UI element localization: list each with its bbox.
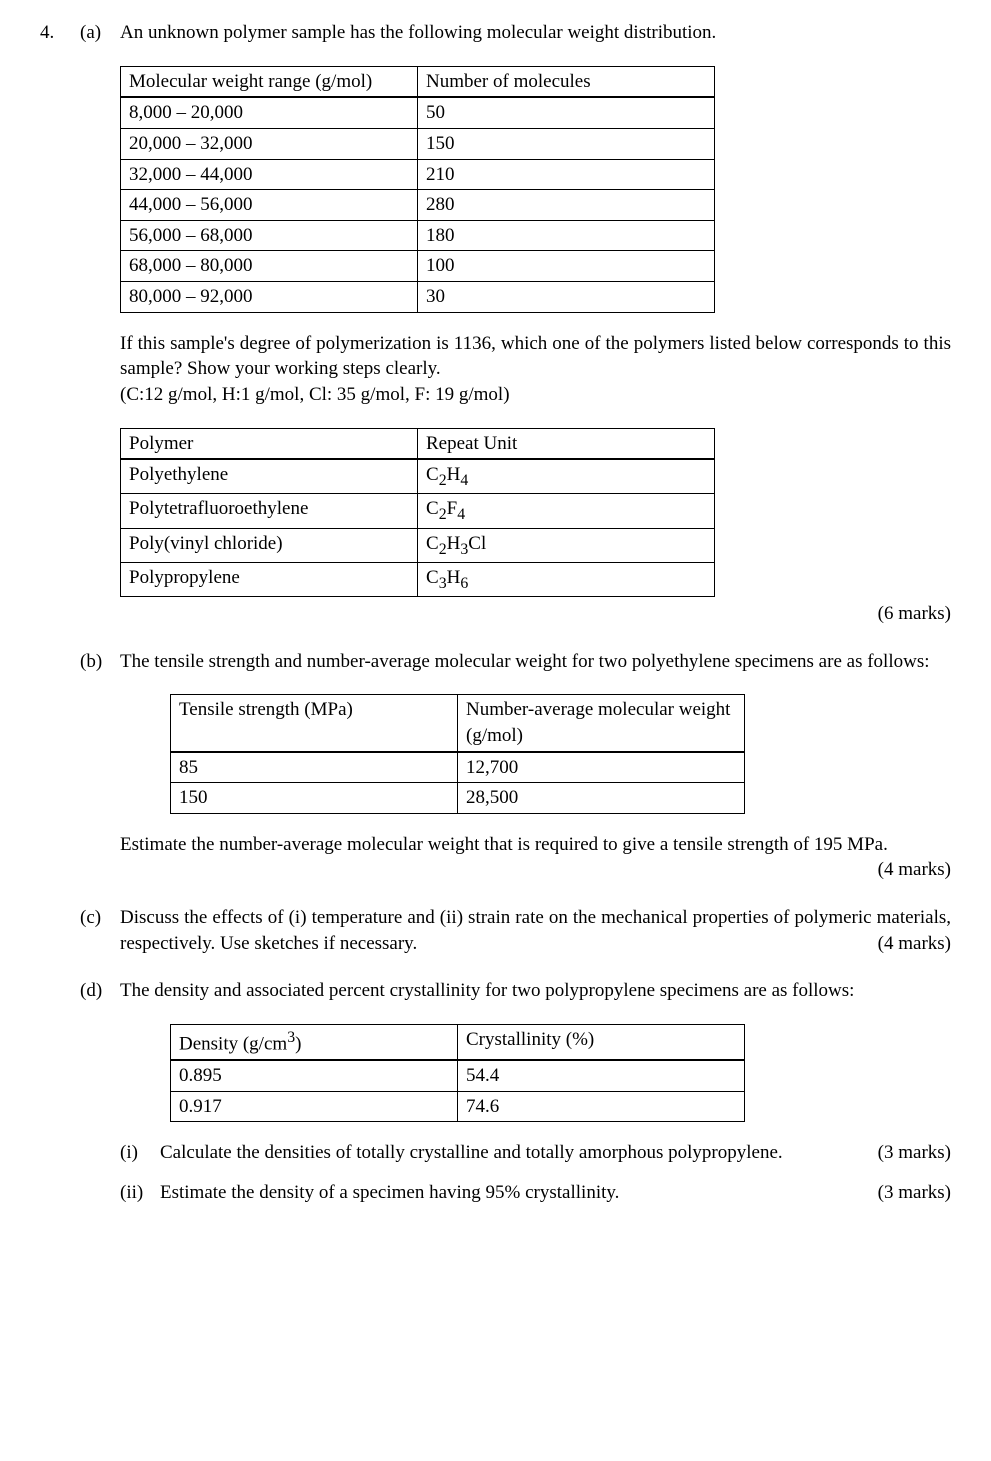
part-d-ii-text: Estimate the density of a specimen havin… (160, 1182, 619, 1203)
part-a: 4. (a) An unknown polymer sample has the… (40, 20, 951, 627)
part-b-body: The tensile strength and number-average … (120, 649, 951, 883)
part-c-text: Discuss the effects of (i) temperature a… (120, 907, 951, 954)
table-row: Polyethylene C2H4 (121, 459, 715, 494)
part-b-intro: The tensile strength and number-average … (120, 649, 951, 675)
table-row: 56,000 – 68,000 180 (121, 220, 715, 251)
mw-range-cell: 20,000 – 32,000 (121, 128, 418, 159)
tensile-table-body: 85 12,700 150 28,500 (171, 752, 745, 814)
mw-table-col1-header: Molecular weight range (g/mol) (121, 66, 418, 97)
part-d-ii-marks: (3 marks) (878, 1180, 951, 1206)
table-row: 20,000 – 32,000 150 (121, 128, 715, 159)
part-c-body: Discuss the effects of (i) temperature a… (120, 905, 951, 956)
mw-range-cell: 56,000 – 68,000 (121, 220, 418, 251)
mw-count-cell: 210 (418, 159, 715, 190)
part-d-label: (d) (80, 978, 120, 1004)
table-row: Polypropylene C3H6 (121, 562, 715, 596)
polymer-name-cell: Polypropylene (121, 562, 418, 596)
mw-count-cell: 100 (418, 251, 715, 282)
polymer-formula-cell: C2H4 (418, 459, 715, 494)
part-d-ii: (ii) Estimate the density of a specimen … (120, 1180, 951, 1206)
part-a-marks: (6 marks) (120, 601, 951, 627)
part-d: (d) The density and associated percent c… (40, 978, 951, 1205)
density-cell: 0.917 (171, 1091, 458, 1122)
crystallinity-cell: 54.4 (458, 1060, 745, 1091)
density-cell: 0.895 (171, 1060, 458, 1091)
mw-table-body: 8,000 – 20,000 50 20,000 – 32,000 150 32… (121, 97, 715, 312)
polymer-table-body: Polyethylene C2H4 Polytetrafluoroethylen… (121, 459, 715, 596)
mw-count-cell: 30 (418, 282, 715, 313)
mw-count-cell: 150 (418, 128, 715, 159)
tensile-mw-cell: 28,500 (458, 783, 745, 814)
part-d-body: The density and associated percent cryst… (120, 978, 951, 1205)
part-a-mid2: (C:12 g/mol, H:1 g/mol, Cl: 35 g/mol, F:… (120, 382, 951, 408)
mw-range-cell: 68,000 – 80,000 (121, 251, 418, 282)
part-b-after: Estimate the number-average molecular we… (120, 832, 951, 858)
tensile-col1-header: Tensile strength (MPa) (171, 695, 458, 752)
part-a-mid1: If this sample's degree of polymerizatio… (120, 331, 951, 382)
mw-range-cell: 44,000 – 56,000 (121, 190, 418, 221)
mw-range-cell: 32,000 – 44,000 (121, 159, 418, 190)
density-col2-header: Crystallinity (%) (458, 1025, 745, 1060)
mw-range-cell: 80,000 – 92,000 (121, 282, 418, 313)
crystallinity-cell: 74.6 (458, 1091, 745, 1122)
part-a-body: An unknown polymer sample has the follow… (120, 20, 951, 627)
part-b: (b) The tensile strength and number-aver… (40, 649, 951, 883)
polymer-name-cell: Poly(vinyl chloride) (121, 528, 418, 562)
part-c: (c) Discuss the effects of (i) temperatu… (40, 905, 951, 956)
part-d-i-label: (i) (120, 1140, 160, 1166)
polymer-table: Polymer Repeat Unit Polyethylene C2H4 Po… (120, 428, 715, 597)
table-row: Polytetrafluoroethylene C2F4 (121, 494, 715, 528)
part-c-marks: (4 marks) (878, 931, 951, 957)
table-row: 85 12,700 (171, 752, 745, 783)
tensile-strength-cell: 150 (171, 783, 458, 814)
part-b-label: (b) (80, 649, 120, 675)
polymer-name-cell: Polytetrafluoroethylene (121, 494, 418, 528)
table-row: 8,000 – 20,000 50 (121, 97, 715, 128)
density-table: Density (g/cm3) Crystallinity (%) 0.895 … (170, 1024, 745, 1122)
part-d-ii-label: (ii) (120, 1180, 160, 1206)
tensile-col2-header: Number-average molecular weight (g/mol) (458, 695, 745, 752)
part-d-i-body: Calculate the densities of totally cryst… (160, 1140, 951, 1166)
table-row: 0.917 74.6 (171, 1091, 745, 1122)
part-d-i: (i) Calculate the densities of totally c… (120, 1140, 951, 1166)
table-row: 150 28,500 (171, 783, 745, 814)
table-row: 0.895 54.4 (171, 1060, 745, 1091)
table-row: 80,000 – 92,000 30 (121, 282, 715, 313)
part-d-i-text: Calculate the densities of totally cryst… (160, 1142, 783, 1163)
part-a-label: (a) (80, 20, 120, 46)
part-a-intro: An unknown polymer sample has the follow… (120, 20, 951, 46)
part-c-label: (c) (80, 905, 120, 931)
density-table-body: 0.895 54.4 0.917 74.6 (171, 1060, 745, 1122)
polymer-table-col2-header: Repeat Unit (418, 428, 715, 459)
density-col1-header: Density (g/cm3) (171, 1025, 458, 1060)
mw-table-col2-header: Number of molecules (418, 66, 715, 97)
polymer-formula-cell: C2F4 (418, 494, 715, 528)
table-row: 68,000 – 80,000 100 (121, 251, 715, 282)
tensile-table: Tensile strength (MPa) Number-average mo… (170, 694, 745, 814)
tensile-mw-cell: 12,700 (458, 752, 745, 783)
table-row: 32,000 – 44,000 210 (121, 159, 715, 190)
part-d-ii-body: Estimate the density of a specimen havin… (160, 1180, 951, 1206)
question-number: 4. (40, 20, 80, 46)
polymer-table-col1-header: Polymer (121, 428, 418, 459)
page: 4. (a) An unknown polymer sample has the… (0, 0, 991, 1236)
polymer-formula-cell: C3H6 (418, 562, 715, 596)
mw-count-cell: 280 (418, 190, 715, 221)
polymer-name-cell: Polyethylene (121, 459, 418, 494)
part-d-i-marks: (3 marks) (878, 1140, 951, 1166)
part-b-marks: (4 marks) (878, 857, 951, 883)
mw-count-cell: 180 (418, 220, 715, 251)
mw-count-cell: 50 (418, 97, 715, 128)
table-row: Poly(vinyl chloride) C2H3Cl (121, 528, 715, 562)
polymer-formula-cell: C2H3Cl (418, 528, 715, 562)
part-d-intro: The density and associated percent cryst… (120, 978, 951, 1004)
table-row: 44,000 – 56,000 280 (121, 190, 715, 221)
tensile-strength-cell: 85 (171, 752, 458, 783)
mw-range-cell: 8,000 – 20,000 (121, 97, 418, 128)
mw-distribution-table: Molecular weight range (g/mol) Number of… (120, 66, 715, 313)
